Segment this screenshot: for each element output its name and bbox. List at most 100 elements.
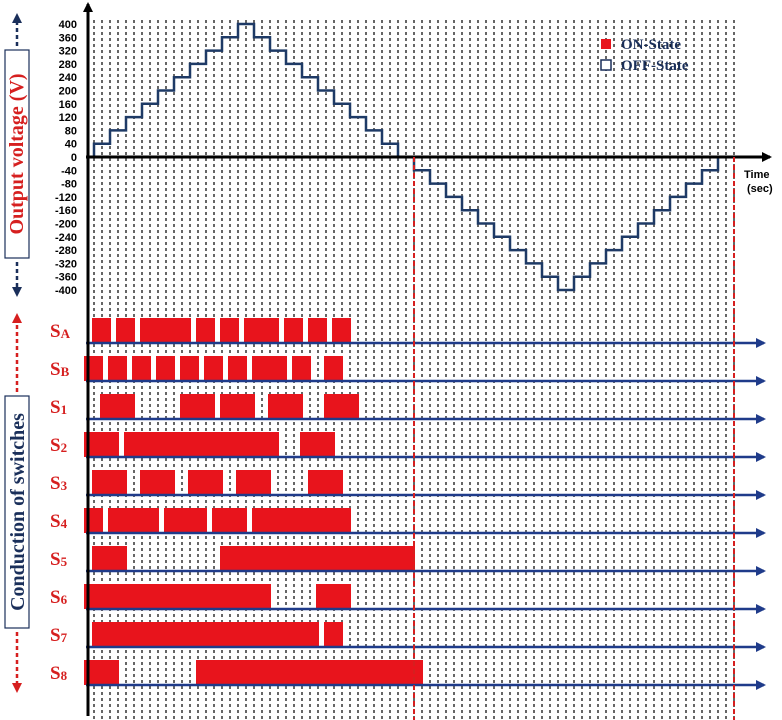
voltage-tick-labels: 40036032028024020016012080400-40-80-120-… <box>55 19 77 297</box>
switch-label: S5 <box>50 549 68 570</box>
voltage-tick-label: 120 <box>59 112 77 124</box>
voltage-tick-label: 0 <box>71 152 77 164</box>
on-state-bar <box>204 432 239 457</box>
on-state-bar <box>140 318 159 343</box>
voltage-tick-label: -40 <box>61 165 77 177</box>
voltage-tick-label: -280 <box>55 245 77 257</box>
switch-label: S4 <box>50 511 68 532</box>
voltage-tick-label: -80 <box>61 179 77 191</box>
on-state-bar <box>196 660 231 685</box>
switch-label: S7 <box>50 625 68 646</box>
on-state-bar <box>316 584 335 609</box>
on-state-bar <box>100 432 119 457</box>
on-state-bar <box>180 356 199 381</box>
on-state-bar <box>260 318 279 343</box>
on-state-bar <box>228 508 247 533</box>
on-state-bar <box>84 660 119 685</box>
time-axis-unit: (sec) <box>747 183 773 195</box>
voltage-tick-label: -400 <box>55 285 77 297</box>
on-state-bar <box>92 318 111 343</box>
switches-title: Conduction of switches <box>7 413 29 611</box>
voltage-tick-label: 80 <box>65 125 77 137</box>
on-state-bar <box>324 394 359 419</box>
on-state-bar <box>268 394 287 419</box>
on-state-bar <box>124 508 159 533</box>
voltage-tick-label: 280 <box>59 59 77 71</box>
legend-on-label: ON-State <box>621 37 681 53</box>
on-state-bar <box>308 470 343 495</box>
on-state-bar <box>180 394 215 419</box>
switch-label: SB <box>50 359 70 380</box>
switches-title-block: Conduction of switches <box>4 313 30 693</box>
legend-off-label: OFF-State <box>621 58 689 74</box>
on-state-bar <box>292 356 311 381</box>
on-state-bar <box>308 318 327 343</box>
on-state-bar <box>244 318 263 343</box>
voltage-tick-label: -240 <box>55 232 77 244</box>
on-state-bar <box>220 546 239 571</box>
on-state-bar <box>292 508 327 533</box>
switch-label: S2 <box>50 435 67 456</box>
on-state-bar <box>148 432 167 457</box>
on-state-bar <box>284 394 303 419</box>
on-state-bar <box>220 622 239 647</box>
on-state-bar <box>92 622 319 647</box>
voltage-tick-label: 40 <box>65 139 77 151</box>
on-state-bar <box>140 470 175 495</box>
on-state-bar <box>188 470 223 495</box>
on-state-bar <box>204 356 223 381</box>
switch-conduction-rows <box>84 318 766 690</box>
switch-label: S6 <box>50 587 68 608</box>
voltage-tick-label: -360 <box>55 272 77 284</box>
on-state-bar <box>228 584 247 609</box>
voltage-tick-label: -200 <box>55 219 77 231</box>
legend-off-swatch <box>600 59 612 71</box>
on-state-bar <box>172 318 191 343</box>
on-state-bar <box>252 356 271 381</box>
switch-label: S3 <box>50 473 68 494</box>
on-state-bar <box>324 546 343 571</box>
on-state-bar <box>132 356 151 381</box>
on-state-bar <box>220 318 239 343</box>
on-state-bar <box>316 432 335 457</box>
on-state-bar <box>228 356 247 381</box>
voltage-tick-label: 160 <box>59 99 77 111</box>
on-state-bar <box>284 318 303 343</box>
voltage-title-block: Output voltage (V) <box>4 13 30 297</box>
voltage-tick-label: 320 <box>59 46 77 58</box>
on-state-bar <box>92 470 127 495</box>
on-state-bar <box>244 432 279 457</box>
time-axis-label: Time <box>744 169 769 181</box>
on-state-bar <box>332 584 351 609</box>
voltage-tick-label: 240 <box>59 72 77 84</box>
on-state-bar <box>156 318 175 343</box>
on-state-bar <box>236 470 271 495</box>
on-state-bar <box>332 508 351 533</box>
on-state-bar <box>332 318 351 343</box>
voltage-tick-label: 360 <box>59 32 77 44</box>
legend: ON-State OFF-State <box>600 37 689 74</box>
legend-on-swatch <box>601 39 611 49</box>
voltage-tick-label: 400 <box>59 19 77 31</box>
voltage-tick-label: 200 <box>59 86 77 98</box>
on-state-bar <box>324 622 343 647</box>
switch-label: S1 <box>50 397 67 418</box>
switch-label: SA <box>50 321 71 342</box>
on-state-bar <box>116 318 135 343</box>
switches-title-box <box>4 395 30 629</box>
on-state-bar <box>220 394 255 419</box>
on-state-bar <box>228 660 423 685</box>
voltage-tick-label: -160 <box>55 205 77 217</box>
voltage-tick-label: -120 <box>55 192 77 204</box>
voltage-tick-label: -320 <box>55 258 77 270</box>
on-state-bar <box>188 508 207 533</box>
on-state-bar <box>100 394 135 419</box>
on-state-bar <box>196 318 215 343</box>
on-state-bar <box>188 432 207 457</box>
on-state-bar <box>108 508 127 533</box>
on-state-bar <box>156 356 175 381</box>
voltage-title-box <box>4 49 30 259</box>
on-state-bar <box>108 356 127 381</box>
